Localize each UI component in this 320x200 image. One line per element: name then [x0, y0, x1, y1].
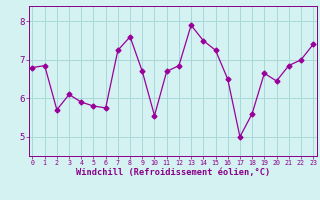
X-axis label: Windchill (Refroidissement éolien,°C): Windchill (Refroidissement éolien,°C) — [76, 168, 270, 177]
